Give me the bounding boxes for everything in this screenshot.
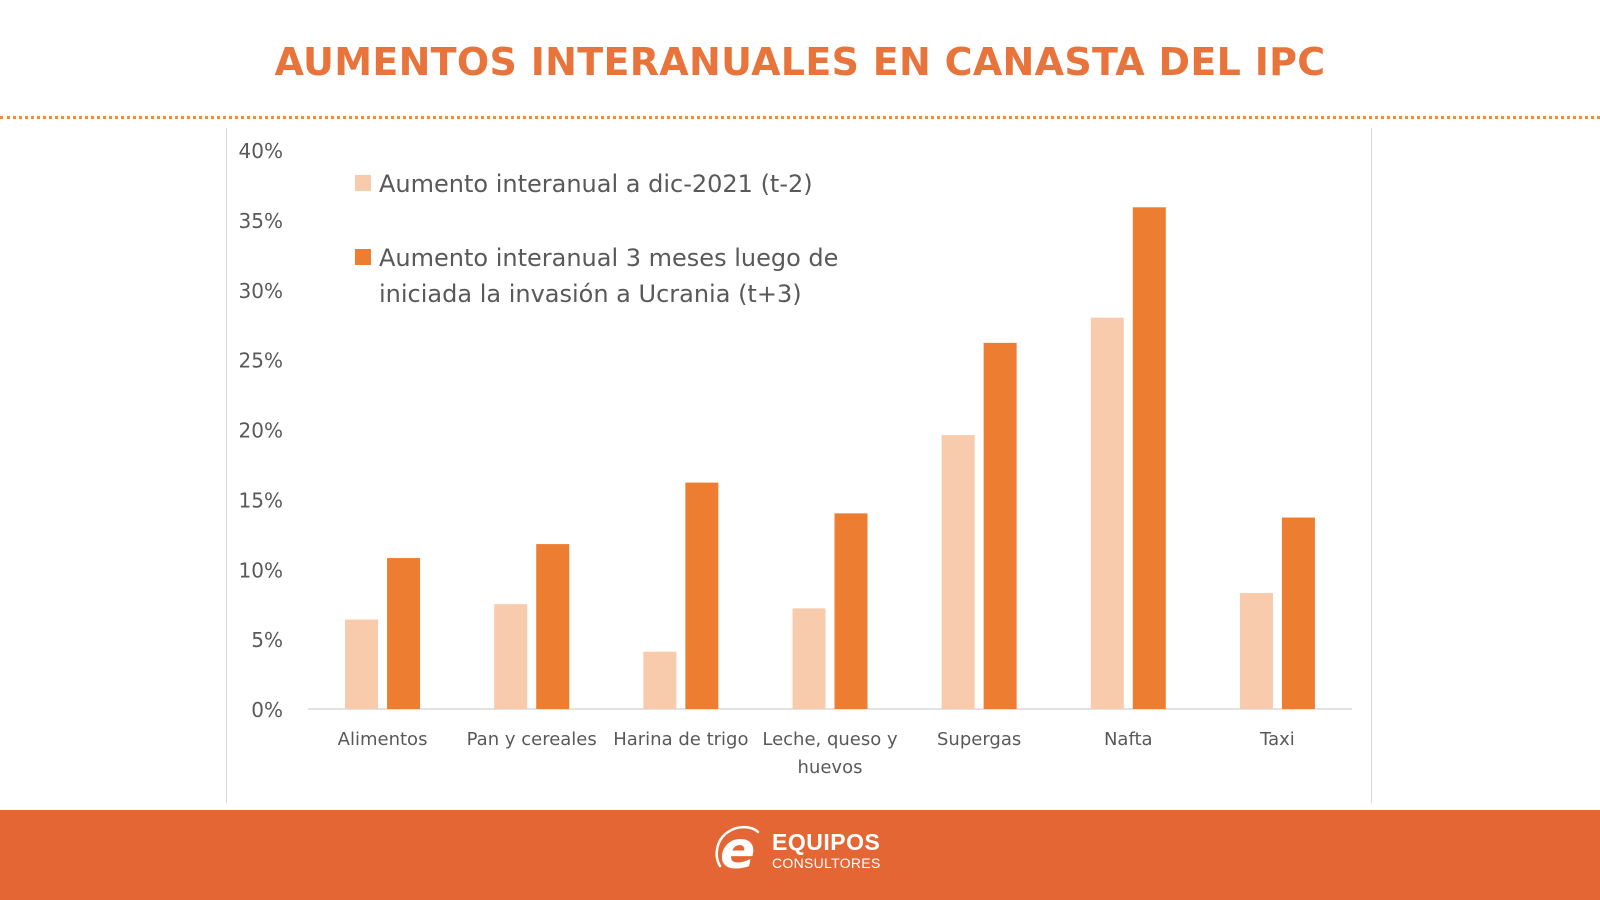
dotted-divider <box>0 116 1600 119</box>
bar-t+3 <box>1132 207 1166 710</box>
x-tick-label: Alimentos <box>338 729 428 750</box>
y-tick-label: 30% <box>239 279 283 303</box>
footer-bar <box>0 810 1600 900</box>
legend-label: Aumento interanual a dic-2021 (t-2) <box>379 170 813 198</box>
bar-t-2 <box>345 619 379 709</box>
y-tick-label: 35% <box>239 209 283 233</box>
x-tick-label: Supergas <box>937 729 1021 750</box>
bar-t-2 <box>494 604 528 709</box>
bar-t+3 <box>834 513 868 709</box>
x-tick-label: Leche, queso y huevos <box>762 729 898 778</box>
y-tick-label: 25% <box>239 349 283 373</box>
bar-t+3 <box>536 544 570 709</box>
bar-t-2 <box>792 608 826 709</box>
legend-label: Aumento interanual 3 meses luego de inici… <box>379 244 838 308</box>
x-tick-label: Taxi <box>1259 729 1295 750</box>
page-title: AUMENTOS INTERANUALES EN CANASTA DEL IPC <box>274 40 1326 84</box>
svg-text:e: e <box>720 822 755 878</box>
x-tick-label: Harina de trigo <box>613 729 748 750</box>
y-tick-label: 0% <box>251 698 283 722</box>
brand-logo: e EQUIPOS CONSULTORES <box>712 821 881 881</box>
brand-subtitle: CONSULTORES <box>772 854 881 871</box>
y-tick-label: 10% <box>239 558 283 582</box>
x-tick-label: Pan y cereales <box>467 729 597 750</box>
x-tick-label: Nafta <box>1104 729 1153 750</box>
bar-t-2 <box>941 435 975 709</box>
chart-frame <box>226 128 1372 803</box>
bar-t-2 <box>1090 317 1124 709</box>
legend-swatch <box>355 249 371 265</box>
y-tick-label: 15% <box>239 488 283 512</box>
bar-t+3 <box>685 482 719 709</box>
e-letter-logo-icon: e <box>712 821 764 881</box>
y-tick-label: 5% <box>251 628 283 652</box>
bar-t-2 <box>643 651 677 709</box>
bar-t-2 <box>1239 593 1273 709</box>
legend-swatch <box>355 175 371 191</box>
y-tick-label: 20% <box>239 419 283 443</box>
bar-t+3 <box>1281 517 1315 709</box>
bar-t+3 <box>983 342 1017 709</box>
bar-t+3 <box>387 558 421 709</box>
brand-name: EQUIPOS <box>772 828 881 855</box>
y-tick-label: 40% <box>239 139 283 163</box>
